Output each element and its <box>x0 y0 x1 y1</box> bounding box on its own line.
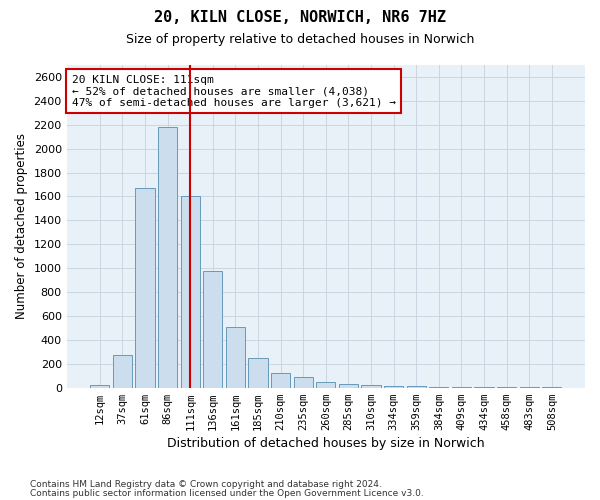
Bar <box>271 374 290 388</box>
Bar <box>475 387 494 388</box>
Bar <box>203 270 223 388</box>
Bar <box>113 356 132 388</box>
Bar <box>452 387 471 388</box>
Bar <box>90 384 109 388</box>
Text: Contains public sector information licensed under the Open Government Licence v3: Contains public sector information licen… <box>30 488 424 498</box>
Bar <box>158 127 177 388</box>
Bar <box>136 188 155 388</box>
Text: 20 KILN CLOSE: 111sqm
← 52% of detached houses are smaller (4,038)
47% of semi-d: 20 KILN CLOSE: 111sqm ← 52% of detached … <box>72 74 396 108</box>
Text: Size of property relative to detached houses in Norwich: Size of property relative to detached ho… <box>126 32 474 46</box>
Bar <box>316 382 335 388</box>
Bar <box>226 326 245 388</box>
Bar <box>248 358 268 388</box>
Bar <box>384 386 403 388</box>
Y-axis label: Number of detached properties: Number of detached properties <box>15 134 28 320</box>
Bar <box>361 384 380 388</box>
Bar <box>293 377 313 388</box>
X-axis label: Distribution of detached houses by size in Norwich: Distribution of detached houses by size … <box>167 437 485 450</box>
Bar <box>181 196 200 388</box>
Text: Contains HM Land Registry data © Crown copyright and database right 2024.: Contains HM Land Registry data © Crown c… <box>30 480 382 489</box>
Bar <box>429 386 448 388</box>
Bar <box>407 386 426 388</box>
Bar <box>339 384 358 388</box>
Text: 20, KILN CLOSE, NORWICH, NR6 7HZ: 20, KILN CLOSE, NORWICH, NR6 7HZ <box>154 10 446 25</box>
